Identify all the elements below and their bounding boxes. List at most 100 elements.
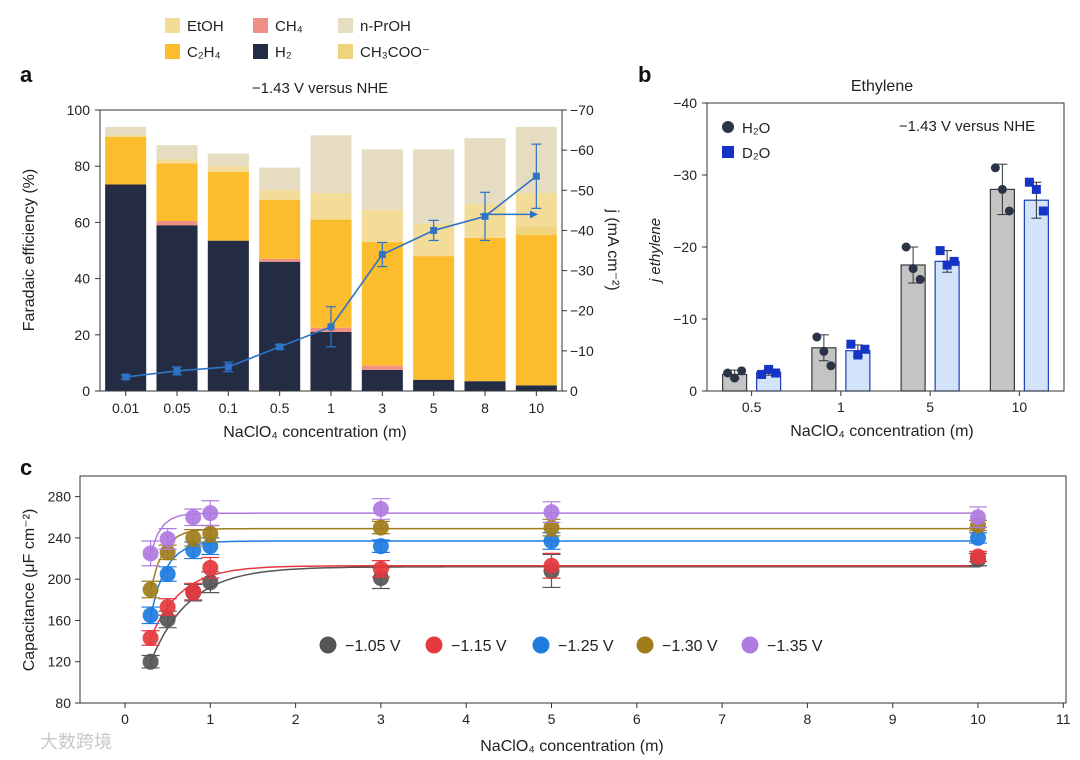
bar-d2o (934, 260, 960, 392)
h2o-point (723, 368, 733, 378)
d2o-point (1038, 206, 1048, 216)
h2o-point (812, 332, 822, 342)
bar-segment (464, 237, 506, 382)
y-tick-label: −40 (673, 95, 697, 111)
bar-segment (361, 365, 403, 370)
legend-h2o-label: H₂O (742, 120, 770, 137)
x-tick-label: 3 (378, 400, 386, 416)
bar-segment (156, 220, 198, 226)
bar-h2o (989, 188, 1015, 392)
data-point (185, 583, 202, 600)
panel-a: a EtOH CH₄ n-PrOH C₂H₄ H₂ CH₃COO⁻ −1.43 V ver… (20, 18, 621, 441)
y-tick-label: 20 (74, 327, 90, 343)
current-density-point (378, 251, 386, 259)
x-tick-label: 10 (1012, 399, 1028, 415)
current-density-point (173, 367, 181, 375)
bar-segment (259, 199, 301, 259)
data-point (159, 566, 176, 583)
h2o-point (915, 274, 925, 284)
legend-d2o-label: D₂O (742, 145, 770, 162)
x-tick-label: 10 (529, 400, 545, 416)
bar-segment (259, 167, 301, 191)
panel-b-title: Ethylene (851, 78, 913, 95)
bar-segment (515, 385, 557, 391)
x-tick-label: 5 (548, 711, 556, 727)
y-tick-label: 0 (689, 383, 697, 399)
panel-b: b Ethylene 0 −10 −20 −30 −40 0.5 1 5 10 H₂O D₂O −1… (638, 62, 1065, 440)
legend-marker (425, 636, 443, 654)
data-point (159, 544, 176, 561)
current-density-point (532, 172, 540, 180)
legend-label: CH₃COO⁻ (360, 44, 430, 61)
legend-label: −1.25 V (558, 638, 614, 655)
bar-segment (310, 135, 352, 193)
h2o-point (997, 184, 1007, 194)
x-tick-label: 5 (926, 399, 934, 415)
data-point (970, 548, 986, 565)
bar-segment (413, 256, 455, 380)
y-right-tick-label: −40 (570, 222, 594, 238)
x-tick-label: 6 (633, 711, 641, 727)
data-point (543, 519, 560, 536)
panel-a-label: a (20, 62, 33, 87)
x-tick-label: 7 (718, 711, 726, 727)
h2o-point (730, 373, 740, 383)
legend-marker (319, 636, 337, 654)
x-tick-label: 0.1 (219, 400, 239, 416)
x-tick-label: 1 (206, 711, 214, 727)
y-tick-label: 100 (67, 102, 91, 118)
d2o-point (853, 350, 863, 360)
legend-label: H₂ (275, 44, 292, 61)
panel-c-ylabel: Capacitance (μF cm⁻²) (21, 509, 38, 672)
bar-d2o (1023, 199, 1049, 392)
data-point (970, 529, 986, 546)
bar-segment (259, 261, 301, 391)
current-density-point (430, 226, 438, 234)
h2o-point (901, 242, 911, 252)
legend-a: EtOH CH₄ n-PrOH C₂H₄ H₂ CH₃COO⁻ (165, 18, 430, 61)
y-tick-label: −20 (673, 239, 697, 255)
bar-segment (207, 171, 249, 241)
fit-curve (149, 527, 978, 590)
x-tick-label: 8 (481, 400, 489, 416)
watermark: 大数跨境 (40, 732, 112, 753)
d2o-point (757, 369, 767, 379)
data-point (142, 581, 159, 598)
data-point (543, 557, 560, 574)
panel-c-plot: 80 120 160 200 240 280 0 1 2 3 4 5 6 7 8 9 10 11 −1.05 V −1… (48, 475, 1071, 727)
x-tick-label: 3 (377, 711, 385, 727)
data-point (543, 504, 560, 521)
x-tick-label: 1 (327, 400, 335, 416)
y-right-tick-label: −50 (570, 182, 594, 198)
panel-a-ylabel-right: j (mA cm⁻²) (604, 208, 621, 290)
panel-a-title: −1.43 V versus NHE (252, 80, 388, 97)
legend-label: C₂H₄ (187, 44, 221, 61)
y-tick-label: −30 (673, 167, 697, 183)
x-tick-label: 0.01 (112, 400, 139, 416)
y-right-tick-label: −60 (570, 142, 594, 158)
legend-marker (532, 636, 550, 654)
legend-swatch (165, 44, 180, 59)
x-tick-label: 8 (804, 711, 812, 727)
y-tick-label: 0 (82, 383, 90, 399)
bar-segment (105, 135, 147, 137)
d2o-point (1024, 177, 1034, 187)
bar-segment (361, 209, 403, 243)
d2o-point (1031, 184, 1041, 194)
y-tick-label: 80 (55, 695, 71, 711)
legend-h2o-marker (722, 121, 734, 133)
y-tick-label: −10 (673, 311, 697, 327)
legend-swatch (253, 18, 268, 33)
current-density-point (122, 373, 130, 381)
axis-arrow-head (530, 210, 538, 219)
legend-swatch (338, 18, 353, 33)
bar-segment (361, 369, 403, 391)
h2o-point (990, 163, 1000, 173)
y-tick-label: 120 (48, 654, 72, 670)
data-point (372, 501, 389, 518)
d2o-point (846, 339, 856, 349)
bar-segment (105, 184, 147, 391)
legend-label: −1.05 V (345, 638, 401, 655)
fit-curve (149, 566, 978, 663)
legend-label: CH₄ (275, 18, 303, 35)
